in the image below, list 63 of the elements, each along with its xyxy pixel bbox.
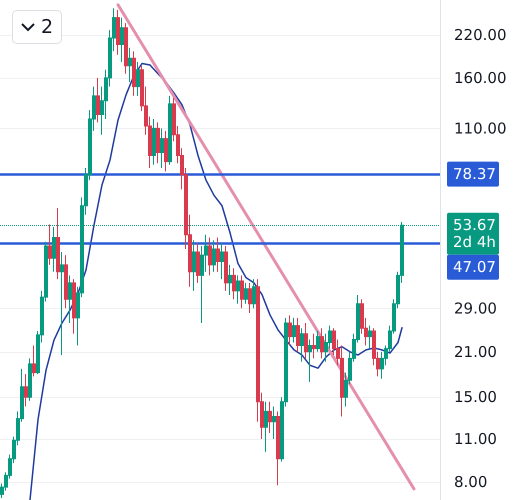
ref-line-label: 78.37 (453, 165, 496, 184)
candlestick (320, 328, 324, 359)
y-tick-label: 29.00 (454, 299, 497, 318)
candlestick (292, 317, 296, 343)
candlestick (136, 61, 140, 96)
candlestick (312, 333, 316, 359)
candlestick (72, 278, 76, 334)
candlestick (196, 242, 200, 284)
candlestick (152, 118, 156, 166)
annotation: 2 (41, 16, 54, 38)
candlestick (64, 254, 68, 309)
candlestick (128, 47, 132, 83)
candlestick (124, 22, 128, 74)
candlestick (308, 339, 312, 382)
candlestick (116, 9, 120, 56)
candlestick (224, 246, 228, 292)
ref-line-label: 53.67 2d 4h (453, 216, 496, 252)
candlestick (232, 268, 236, 300)
candlestick (216, 237, 220, 272)
candlestick (272, 406, 276, 440)
candlestick (220, 242, 224, 280)
y-tick-label: 21.00 (454, 342, 497, 361)
candlestick (164, 130, 168, 172)
candlestick (120, 17, 124, 62)
candlestick (132, 50, 136, 96)
line-series (29, 62, 403, 500)
candlestick (212, 240, 216, 272)
candlestick (248, 282, 252, 314)
candlestick (288, 314, 292, 346)
candlestick (60, 252, 64, 356)
y-tick-label: 15.00 (454, 388, 497, 406)
y-tick-label: 110.00 (454, 119, 506, 138)
candlestick (304, 322, 308, 359)
y-tick-label: 160.00 (454, 68, 506, 87)
candlestick (48, 224, 52, 266)
candlestick (244, 282, 248, 304)
y-tick-label: 220.00 (454, 26, 506, 44)
candlestick (156, 122, 160, 164)
y-tick-label: 8.00 (454, 472, 488, 491)
candlestick (68, 274, 72, 324)
candlestick (208, 237, 212, 276)
candlestick (268, 401, 272, 434)
candlestick (240, 274, 244, 309)
candlestick (276, 410, 280, 486)
candlestick (28, 358, 32, 402)
candlestick (264, 401, 268, 452)
candlestick (192, 240, 196, 292)
candlestick (160, 128, 164, 169)
candlestick (56, 207, 60, 280)
ref-line-label: 47.07 (453, 258, 496, 276)
candlestick (228, 264, 232, 296)
candlestick (252, 278, 256, 309)
candlestick (52, 226, 56, 272)
candlestick (24, 374, 28, 407)
candlestick (296, 317, 300, 352)
candlestick (316, 330, 320, 352)
candlestick (96, 77, 100, 123)
candlestick (168, 95, 172, 166)
candlestick (32, 345, 36, 377)
candlestick (368, 325, 372, 350)
candlestick (236, 274, 240, 304)
y-tick-label: 11.00 (454, 430, 497, 448)
candlestick (300, 328, 304, 362)
